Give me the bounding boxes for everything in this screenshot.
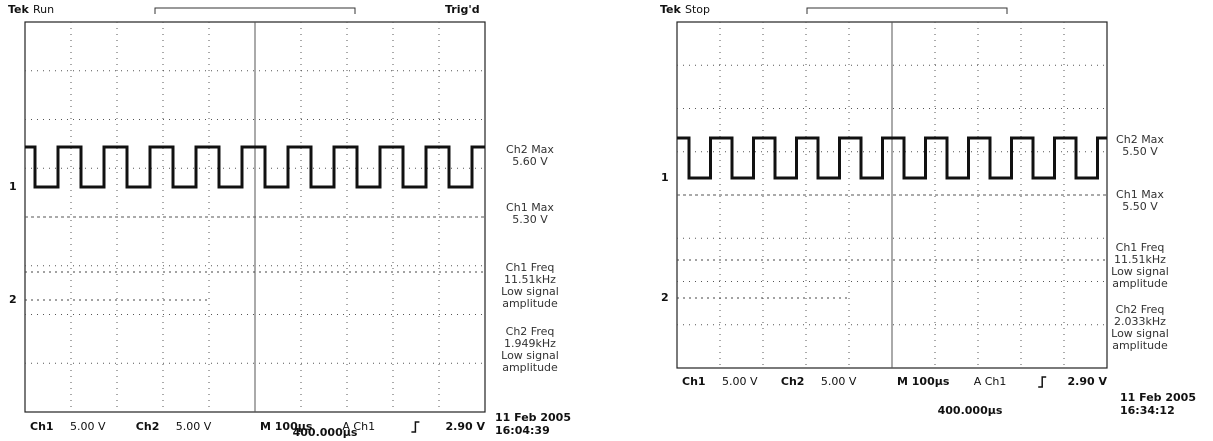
position: 400.000µs: [938, 404, 1003, 417]
ch1-marker: 1: [661, 171, 669, 184]
time: 16:34:12: [1120, 404, 1175, 417]
brand: Tek: [660, 3, 682, 16]
trigger-status: Trig'd: [445, 3, 480, 16]
readout: amplitude: [1112, 339, 1168, 352]
ch1-marker: 1: [9, 180, 17, 193]
readout: amplitude: [502, 361, 558, 374]
timebase: M 100µs: [897, 375, 950, 388]
trigger-slope: [1038, 377, 1046, 387]
channel-name: Ch1: [682, 375, 706, 388]
readout: 5.60 V: [512, 155, 548, 168]
channel-name: Ch2: [136, 420, 160, 433]
channel-scale: 5.00 V: [70, 420, 106, 433]
readout: 5.50 V: [1122, 145, 1158, 158]
record-bracket: [807, 8, 1007, 14]
channel-name: Ch1: [30, 420, 54, 433]
trigger-slope: [411, 422, 419, 432]
readout: 5.50 V: [1122, 200, 1158, 213]
position: 400.000µs: [293, 426, 358, 439]
record-bracket: [155, 8, 355, 14]
readout: amplitude: [502, 297, 558, 310]
readout: amplitude: [1112, 277, 1168, 290]
trigger-source: A Ch1: [974, 375, 1007, 388]
brand: Tek: [8, 3, 30, 16]
ch2-marker: 2: [9, 293, 17, 306]
ch2-marker: 2: [661, 291, 669, 304]
acq-status: Stop: [685, 3, 710, 16]
channel-scale: 5.00 V: [821, 375, 857, 388]
screenshot: TekRunTrig'd12Ch2 Max5.60 VCh1 Max5.30 V…: [0, 0, 1213, 441]
readout: 5.30 V: [512, 213, 548, 226]
date: 11 Feb 2005: [1120, 391, 1196, 404]
acq-status: Run: [33, 3, 54, 16]
date: 11 Feb 2005: [495, 411, 571, 424]
channel-name: Ch2: [781, 375, 805, 388]
channel-scale: 5.00 V: [176, 420, 212, 433]
trigger-level: 2.90 V: [446, 420, 486, 433]
trigger-level: 2.90 V: [1068, 375, 1108, 388]
channel-scale: 5.00 V: [722, 375, 758, 388]
time: 16:04:39: [495, 424, 550, 437]
